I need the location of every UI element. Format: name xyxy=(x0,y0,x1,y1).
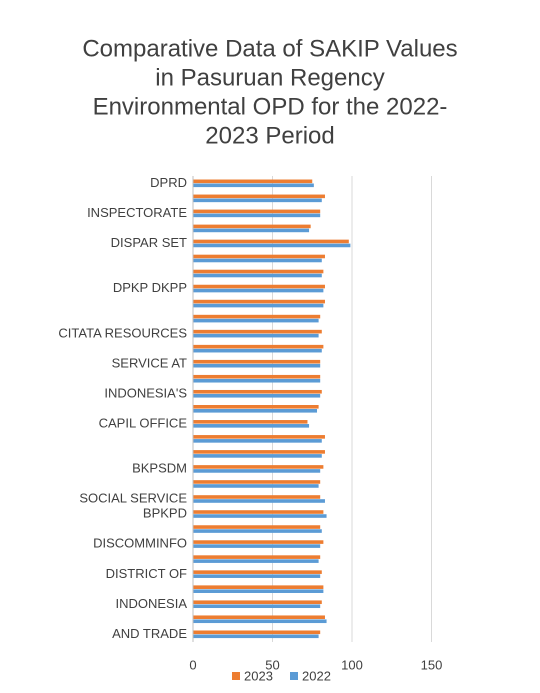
bar xyxy=(193,333,319,338)
y-tick-label: CITATA RESOURCES xyxy=(58,325,187,340)
y-tick-label: AND TRADE xyxy=(112,626,187,641)
y-tick-label: SERVICE AT xyxy=(112,355,187,370)
x-tick-label: 0 xyxy=(189,657,196,672)
chart-title: in Pasuruan Regency xyxy=(155,64,384,91)
bar xyxy=(193,405,319,409)
bar xyxy=(193,570,322,574)
bar xyxy=(193,409,318,413)
bar xyxy=(193,288,324,293)
bar xyxy=(193,374,321,379)
legend-swatch xyxy=(290,672,298,680)
bar xyxy=(193,258,322,263)
bar xyxy=(193,529,322,533)
bar xyxy=(193,525,321,529)
bar xyxy=(193,559,319,563)
bar xyxy=(193,254,325,259)
bar xyxy=(193,574,321,578)
bar xyxy=(193,510,324,514)
y-tick-label: DISPAR SET xyxy=(111,235,187,250)
bar xyxy=(193,209,321,214)
bar xyxy=(193,314,321,319)
bar xyxy=(193,600,322,605)
y-tick-label: INSPECTORATE xyxy=(87,205,187,220)
bar xyxy=(193,243,351,248)
y-tick-label: INDONESIA'S xyxy=(104,385,187,400)
bar xyxy=(193,484,319,488)
bar xyxy=(193,514,327,518)
bar xyxy=(193,299,325,304)
bar xyxy=(193,303,324,308)
bar xyxy=(193,179,313,184)
bar xyxy=(193,213,321,218)
bar xyxy=(193,284,325,289)
bar xyxy=(193,450,325,454)
bar xyxy=(193,269,324,274)
bar xyxy=(193,604,321,609)
bar xyxy=(193,480,321,484)
y-tick-label: CAPIL OFFICE xyxy=(99,415,188,430)
bar xyxy=(193,540,324,544)
bar xyxy=(193,615,325,620)
bar xyxy=(193,393,321,398)
bar xyxy=(193,435,325,439)
bar xyxy=(193,634,319,639)
chart-title: Environmental OPD for the 2022- xyxy=(93,93,448,120)
bar xyxy=(193,424,310,428)
bar xyxy=(193,585,324,589)
y-tick-label: DPRD xyxy=(150,175,187,190)
bar xyxy=(193,439,322,443)
bar xyxy=(193,555,321,559)
x-tick-label: 150 xyxy=(421,657,443,672)
y-tick-label: INDONESIA xyxy=(115,596,187,611)
bar xyxy=(193,348,322,353)
bar xyxy=(193,224,311,229)
bar xyxy=(193,389,322,394)
bar xyxy=(193,499,325,503)
x-tick-label: 50 xyxy=(265,657,279,672)
bar xyxy=(193,363,321,368)
y-tick-label: BPKPD xyxy=(143,506,187,521)
legend-label: 2022 xyxy=(302,668,331,683)
bar xyxy=(193,420,308,424)
bar xyxy=(193,544,321,548)
y-tick-label: DISCOMMINFO xyxy=(93,536,187,551)
y-tick-label: DISTRICT OF xyxy=(106,566,187,581)
bar xyxy=(193,329,322,334)
bar xyxy=(193,318,319,323)
bar xyxy=(193,228,310,233)
bar xyxy=(193,495,321,499)
y-tick-label: SOCIAL SERVICE xyxy=(79,491,187,506)
bar xyxy=(193,378,321,383)
bar xyxy=(193,619,327,624)
bar xyxy=(193,359,321,364)
bar xyxy=(193,273,322,278)
legend-label: 2023 xyxy=(244,668,273,683)
legend-swatch xyxy=(232,672,240,680)
x-tick-label: 100 xyxy=(341,657,363,672)
bar xyxy=(193,344,324,349)
chart-title: Comparative Data of SAKIP Values xyxy=(82,35,457,62)
bar xyxy=(193,239,349,244)
chart-title: 2023 Period xyxy=(205,122,334,149)
bar xyxy=(193,469,321,473)
bar xyxy=(193,454,322,458)
bar xyxy=(193,465,324,469)
y-tick-label: DPKP DKPP xyxy=(113,280,187,295)
bar xyxy=(193,198,322,203)
bar xyxy=(193,589,324,593)
bar xyxy=(193,630,321,635)
bar xyxy=(193,194,325,199)
bar xyxy=(193,183,314,188)
y-tick-label: BKPSDM xyxy=(132,461,187,476)
